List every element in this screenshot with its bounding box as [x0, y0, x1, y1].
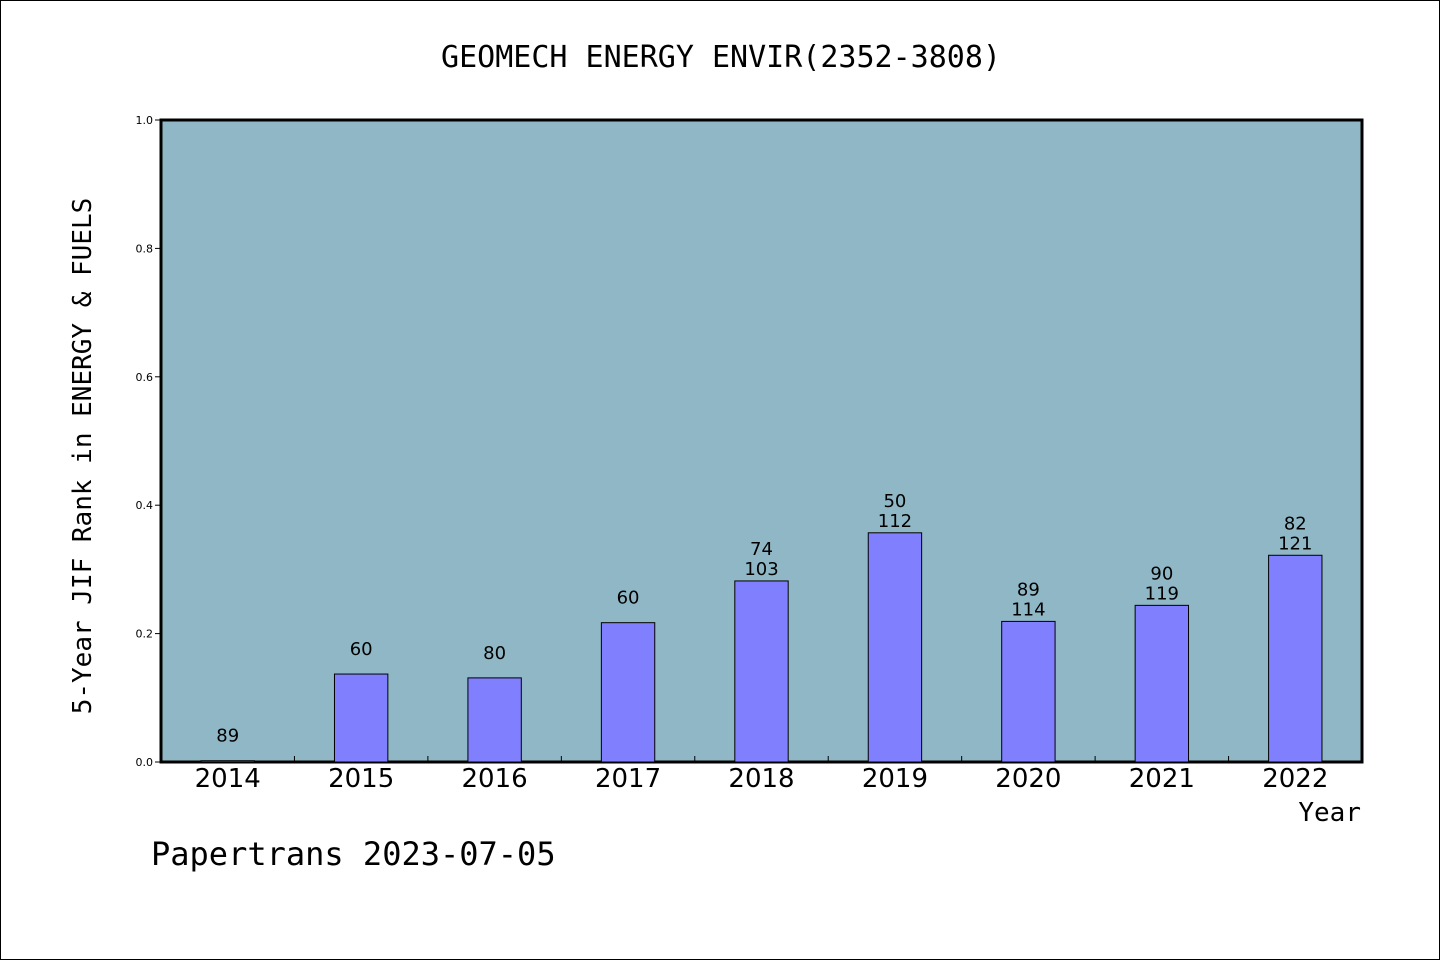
bar: [1134, 604, 1190, 763]
x-tick-label: 2018: [728, 764, 794, 794]
y-tick-label: 0.8: [136, 242, 154, 255]
bar-total-label: 121: [1278, 533, 1312, 554]
x-tick-label: 2015: [328, 764, 394, 794]
x-tick-label: 2019: [862, 764, 928, 794]
bar: [333, 673, 389, 763]
bar: [734, 580, 789, 763]
bar-total-label: 103: [744, 559, 778, 580]
y-tick-label: 0.0: [136, 756, 154, 769]
bar-total-label: 112: [878, 511, 912, 532]
bar-rank-label: 50: [883, 491, 906, 512]
x-tick-label: 2016: [462, 764, 528, 794]
x-tick-label: 2017: [595, 764, 661, 794]
bar-rank-label: 90: [1150, 563, 1173, 584]
bar-total-label: 114: [1011, 599, 1045, 620]
x-tick-label: 2022: [1262, 764, 1328, 794]
footer-credit: Papertrans 2023-07-05: [151, 835, 556, 873]
bar: [467, 677, 522, 763]
bar-rank-label: 80: [483, 643, 506, 664]
chart-title: GEOMECH ENERGY ENVIR(2352-3808): [441, 40, 1001, 75]
x-tick-label: 2020: [995, 764, 1061, 794]
x-axis-ticks: 2014 2015 2016 2017 2018 2019 2020 2021 2022: [195, 756, 1328, 794]
y-axis-ticks: 0.0 0.2 0.4 0.6 0.8 1.0: [136, 114, 161, 769]
bar-rank-label: 60: [617, 588, 640, 609]
bar: [200, 760, 255, 763]
bar: [867, 532, 923, 763]
bar-total-label: 119: [1145, 583, 1179, 604]
bar: [600, 622, 656, 763]
bar-rank-label: 89: [216, 726, 239, 747]
bar-rank-label: 60: [350, 639, 373, 660]
bar: [1001, 620, 1056, 763]
bar-rank-label: 89: [1017, 579, 1040, 600]
x-tick-label: 2021: [1129, 764, 1195, 794]
y-axis-label: 5-Year JIF Rank in ENERGY & FUELS: [68, 198, 98, 715]
bar: [1268, 554, 1323, 763]
bars: [200, 532, 1323, 763]
x-tick-label: 2014: [195, 764, 261, 794]
y-tick-label: 1.0: [136, 114, 154, 127]
y-tick-label: 0.6: [136, 371, 154, 384]
bar-rank-label: 82: [1284, 513, 1307, 534]
y-tick-label: 0.2: [136, 628, 154, 641]
x-axis-label: Year: [1298, 798, 1361, 828]
bar-rank-label: 74: [750, 539, 773, 560]
y-tick-label: 0.4: [136, 499, 154, 512]
